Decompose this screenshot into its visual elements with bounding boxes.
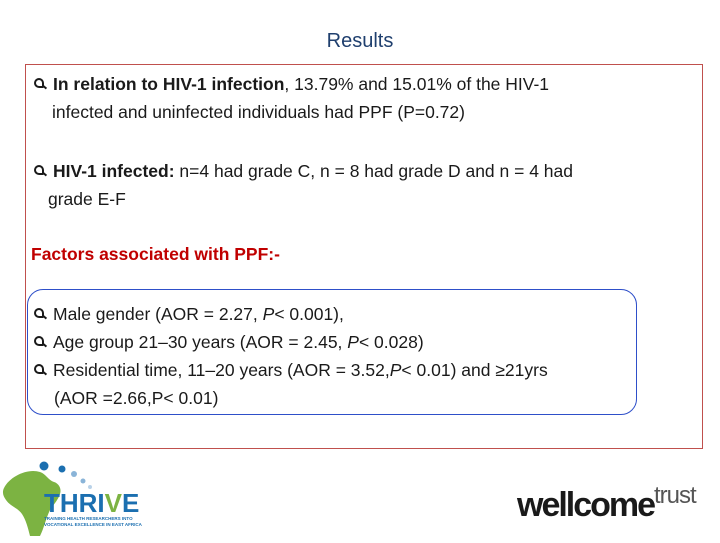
slide-title: Results	[326, 30, 394, 52]
bullet-icon	[33, 335, 47, 349]
factor3-continuation: (AOR =2.66,P< 0.01)	[54, 388, 219, 408]
point1-text: , 13.79% and 15.01% of the HIV-1	[284, 74, 550, 94]
point2-continuation: grade E-F	[48, 189, 126, 209]
factor-text-tail: < 0.01) and ≥21yrs	[401, 360, 548, 380]
point-hiv-grades: HIV-1 infected: n=4 had grade C, n = 8 h…	[33, 157, 683, 213]
factor-item: Residential time, 11–20 years (AOR = 3.5…	[33, 356, 653, 384]
trust-word: trust	[654, 482, 697, 509]
thrive-wordmark: THRIVE	[44, 488, 140, 518]
factors-box	[27, 289, 637, 415]
bullet-icon	[33, 307, 47, 321]
factor-p-symbol: P	[347, 332, 359, 352]
africa-map-icon	[2, 461, 92, 536]
factors-list: Male gender (AOR = 2.27, P< 0.001), Age g…	[33, 300, 653, 412]
point1-bold: In relation to HIV-1 infection	[53, 74, 285, 94]
point2-bold: HIV-1 infected:	[53, 161, 175, 181]
factor-text: Male gender (AOR = 2.27,	[53, 304, 263, 324]
factor-item: Age group 21–30 years (AOR = 2.45, P< 0.…	[33, 328, 653, 356]
factor-text: Residential time, 11–20 years (AOR = 3.5…	[53, 360, 390, 380]
factor-text-tail: < 0.001),	[274, 304, 344, 324]
factor-text-tail: < 0.028)	[358, 332, 424, 352]
bullet-icon	[33, 363, 47, 377]
factor-p-symbol: P	[262, 304, 275, 324]
point2-text: n=4 had grade C, n = 8 had grade D and n…	[174, 161, 573, 181]
factor-text: Age group 21–30 years (AOR = 2.45,	[53, 332, 348, 352]
point-hiv-infection: In relation to HIV-1 infection, 13.79% a…	[33, 70, 683, 126]
thrive-tagline: TRAINING HEALTH RESEARCHERS INTO VOCATIO…	[44, 516, 142, 527]
bullet-icon	[33, 164, 47, 178]
factors-heading: Factors associated with PPF:-	[31, 244, 280, 264]
point1-continuation: infected and uninfected individuals had …	[52, 102, 465, 122]
factor-item: Male gender (AOR = 2.27, P< 0.001),	[33, 300, 653, 328]
thrive-logo	[0, 458, 150, 538]
bullet-icon	[33, 77, 47, 91]
factor-p-symbol: P	[389, 360, 402, 380]
wellcome-word: wellcome	[517, 486, 656, 524]
content-frame	[25, 64, 703, 449]
